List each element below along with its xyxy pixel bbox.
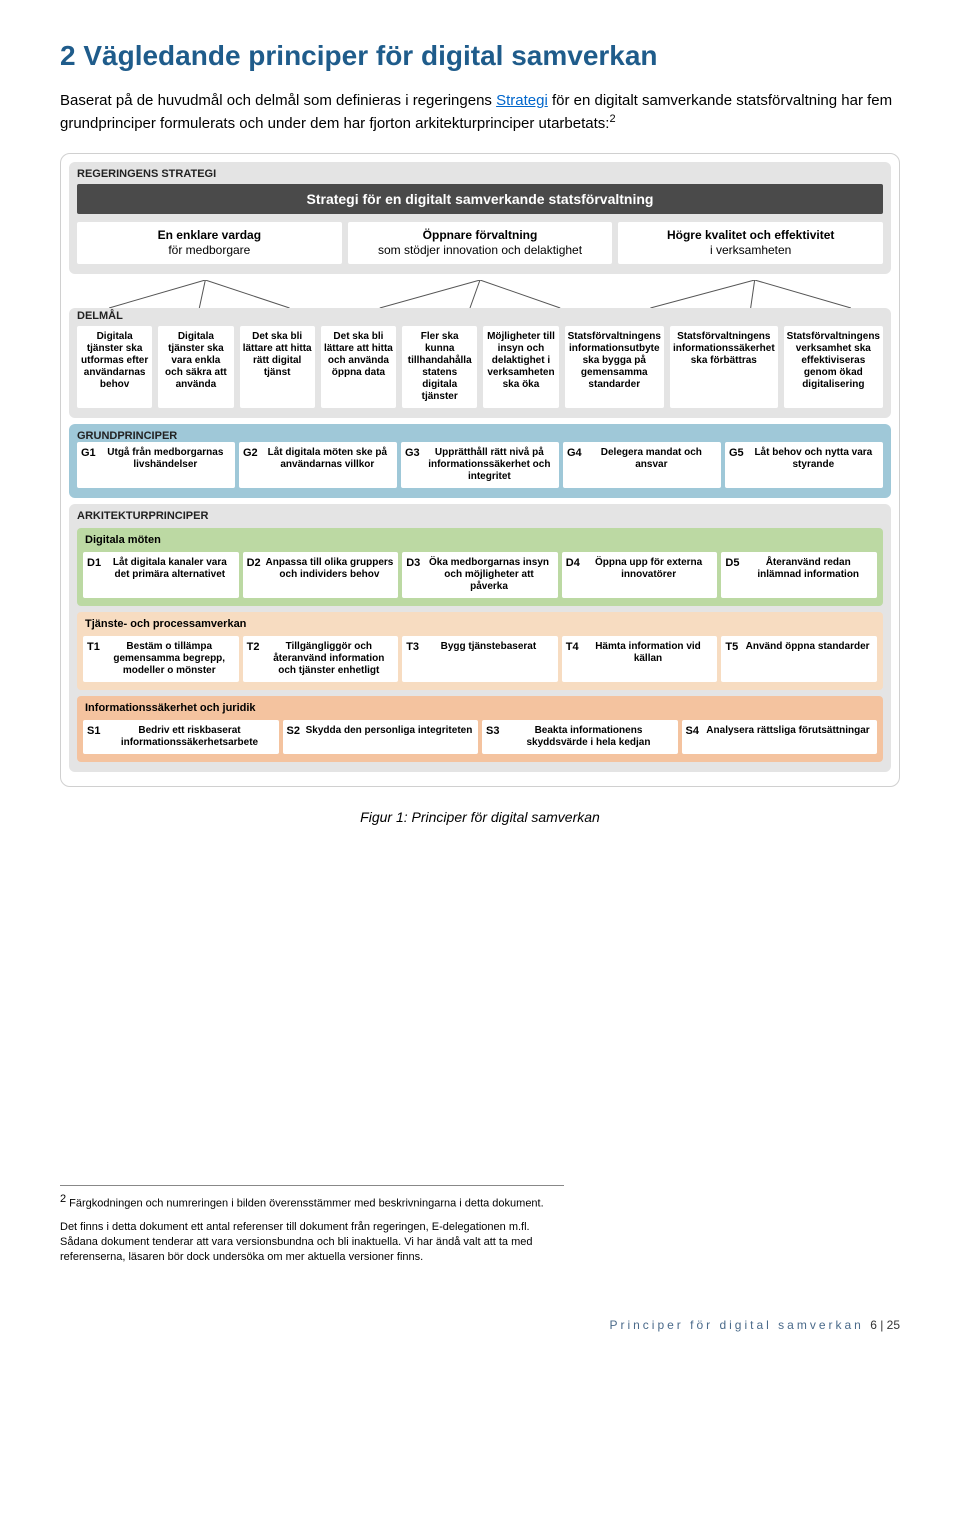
- intro-text-1: Baserat på de huvudmål och delmål som de…: [60, 92, 496, 109]
- delmal-label: DELMÅL: [77, 310, 883, 322]
- ark-d5: D5Återanvänd redan inlämnad information: [721, 552, 877, 598]
- ark-t4: T4Hämta information vid källan: [562, 636, 718, 682]
- strategi-link[interactable]: Strategi: [496, 92, 548, 109]
- ark-group-security: Informationssäkerhet och juridik S1Bedri…: [77, 696, 883, 762]
- intro-paragraph: Baserat på de huvudmål och delmål som de…: [60, 90, 900, 135]
- pillar-3-top: Högre kvalitet och effektivitet: [624, 228, 877, 243]
- connectors-1: [69, 280, 891, 308]
- pillar-2: Öppnare förvaltning som stödjer innovati…: [348, 222, 613, 264]
- strategi-label: REGERINGENS STRATEGI: [77, 168, 883, 180]
- ark-group-digitala-row: D1Låt digitala kanaler vara det primära …: [83, 552, 877, 598]
- grund-g3: G3Upprätthåll rätt nivå på informationss…: [401, 442, 559, 488]
- ark-group-digitala-title: Digitala möten: [85, 534, 877, 546]
- grund-g5: G5Låt behov och nytta vara styrande: [725, 442, 883, 488]
- grund-label: GRUNDPRINCIPER: [77, 430, 883, 442]
- pillar-1-bottom: för medborgare: [168, 243, 250, 257]
- fn-text-a: Färgkodningen och numreringen i bilden ö…: [66, 1197, 544, 1209]
- figure-caption: Figur 1: Principer för digital samverkan: [60, 809, 900, 825]
- fn-text-b: Det finns i detta dokument ett antal ref…: [60, 1220, 564, 1266]
- delmal-2: Digitala tjänster ska vara enkla och säk…: [158, 326, 233, 408]
- ark-t2: T2Tillgängliggör och återanvänd informat…: [243, 636, 399, 682]
- page-heading: 2 Vägledande principer för digital samve…: [60, 40, 900, 72]
- delmal-9: Statsförvaltningens verksamhet ska effek…: [784, 326, 883, 408]
- delmal-1: Digitala tjänster ska utformas efter anv…: [77, 326, 152, 408]
- grund-row: G1Utgå från medborgarnas livshändelser G…: [77, 442, 883, 488]
- ark-band: ARKITEKTURPRINCIPER Digitala möten D1Låt…: [69, 504, 891, 772]
- pillar-1-top: En enklare vardag: [83, 228, 336, 243]
- ark-d3: D3Öka medborgarnas insyn och möjligheter…: [402, 552, 558, 598]
- grund-g1: G1Utgå från medborgarnas livshändelser: [77, 442, 235, 488]
- ark-s2: S2Skydda den personliga integriteten: [283, 720, 479, 754]
- ark-group-security-row: S1Bedriv ett riskbaserat informationssäk…: [83, 720, 877, 754]
- pillar-1: En enklare vardag för medborgare: [77, 222, 342, 264]
- page-footer: Principer för digital samverkan 6 | 25: [0, 1318, 900, 1332]
- pillars-row: En enklare vardag för medborgare Öppnare…: [77, 222, 883, 264]
- ark-d4: D4Öppna upp för externa innovatörer: [562, 552, 718, 598]
- delmal-4: Det ska bli lättare att hitta och använd…: [321, 326, 396, 408]
- ark-s1: S1Bedriv ett riskbaserat informationssäk…: [83, 720, 279, 754]
- delmal-5: Fler ska kunna tillhandahålla statens di…: [402, 326, 477, 408]
- pillar-3-bottom: i verksamheten: [710, 243, 791, 257]
- footer-page: 6 | 25: [870, 1318, 900, 1332]
- pillar-2-bottom: som stödjer innovation och delaktighet: [378, 243, 582, 257]
- footnotes: 2 Färgkodningen och numreringen i bilden…: [60, 1185, 564, 1266]
- delmal-6: Möjligheter till insyn och delaktighet i…: [483, 326, 558, 408]
- ark-group-security-title: Informationssäkerhet och juridik: [85, 702, 877, 714]
- strategi-bar: Strategi för en digitalt samverkande sta…: [77, 184, 883, 214]
- ark-group-tjanste-title: Tjänste- och processamverkan: [85, 618, 877, 630]
- ark-label: ARKITEKTURPRINCIPER: [77, 510, 883, 522]
- ark-group-tjanste: Tjänste- och processamverkan T1Bestäm o …: [77, 612, 883, 690]
- grund-g2: G2Låt digitala möten ske på användarnas …: [239, 442, 397, 488]
- ark-d2: D2Anpassa till olika gruppers och indivi…: [243, 552, 399, 598]
- grund-g4: G4Delegera mandat och ansvar: [563, 442, 721, 488]
- ark-t5: T5Använd öppna standarder: [721, 636, 877, 682]
- ark-t1: T1Bestäm o tillämpa gemensamma begrepp, …: [83, 636, 239, 682]
- strategi-band: REGERINGENS STRATEGI Strategi för en dig…: [69, 162, 891, 274]
- grund-band: GRUNDPRINCIPER G1Utgå från medborgarnas …: [69, 424, 891, 498]
- ark-s4: S4Analysera rättsliga förutsättningar: [682, 720, 878, 754]
- pillar-3: Högre kvalitet och effektivitet i verksa…: [618, 222, 883, 264]
- ark-d1: D1Låt digitala kanaler vara det primära …: [83, 552, 239, 598]
- pillar-2-top: Öppnare förvaltning: [354, 228, 607, 243]
- ark-group-digitala: Digitala möten D1Låt digitala kanaler va…: [77, 528, 883, 606]
- diagram-container: REGERINGENS STRATEGI Strategi för en dig…: [60, 153, 900, 787]
- delmal-8: Statsförvaltningens informationssäkerhet…: [670, 326, 778, 408]
- delmal-row: Digitala tjänster ska utformas efter anv…: [77, 326, 883, 408]
- ark-group-tjanste-row: T1Bestäm o tillämpa gemensamma begrepp, …: [83, 636, 877, 682]
- delmal-band: DELMÅL Digitala tjänster ska utformas ef…: [69, 308, 891, 418]
- footer-text: Principer för digital samverkan: [609, 1318, 863, 1332]
- delmal-3: Det ska bli lättare att hitta rätt digit…: [240, 326, 315, 408]
- delmal-7: Statsförvaltningens informationsutbyte s…: [565, 326, 664, 408]
- ark-s3: S3Beakta informationens skyddsvärde i he…: [482, 720, 678, 754]
- superscript-2: 2: [609, 113, 615, 125]
- ark-t3: T3Bygg tjänstebaserat: [402, 636, 558, 682]
